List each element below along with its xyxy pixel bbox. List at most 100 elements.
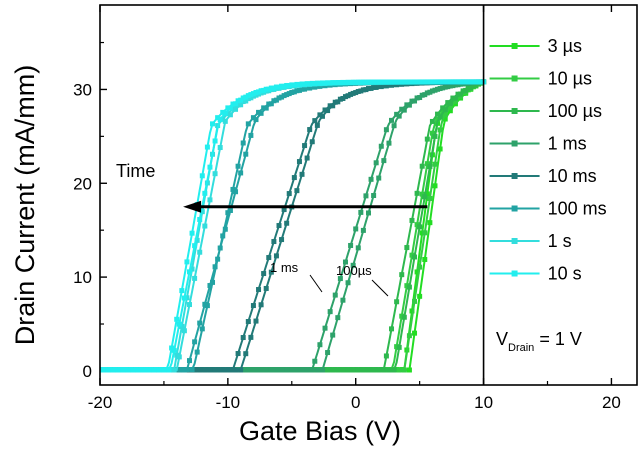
series-marker	[414, 95, 420, 101]
series-marker	[253, 318, 259, 324]
series-marker	[181, 328, 187, 334]
series-marker	[197, 249, 203, 255]
series-marker	[383, 83, 389, 89]
series-marker	[243, 351, 249, 357]
legend-label: 10 ms	[548, 166, 597, 186]
series-marker	[381, 367, 387, 373]
series-marker	[345, 280, 351, 286]
series-marker	[432, 133, 438, 139]
series-marker	[271, 367, 277, 373]
series-marker	[220, 233, 226, 239]
series-marker	[110, 367, 116, 373]
series-marker	[284, 220, 290, 226]
label-1ms-leader	[309, 274, 323, 293]
series-marker	[296, 87, 302, 93]
series-marker	[368, 85, 374, 91]
series-marker	[304, 367, 310, 373]
series-marker	[123, 367, 129, 373]
series-marker	[409, 217, 415, 223]
series-marker	[348, 242, 354, 248]
series-marker	[417, 293, 423, 299]
series-marker	[217, 117, 223, 123]
series-marker	[107, 367, 113, 373]
series-marker	[233, 367, 239, 373]
series-marker	[248, 132, 254, 138]
series-marker	[378, 84, 384, 90]
series-marker	[294, 367, 300, 373]
series-marker	[309, 80, 315, 86]
series-marker	[322, 107, 328, 113]
series-marker	[432, 79, 438, 85]
legend-swatch-marker	[511, 75, 518, 82]
series-marker	[414, 79, 420, 85]
series-marker	[179, 288, 185, 294]
series-marker	[376, 175, 382, 181]
series-marker	[248, 95, 254, 101]
series-marker	[355, 88, 361, 94]
series-marker	[151, 367, 157, 373]
series-marker	[429, 79, 435, 85]
legend-swatch-marker	[511, 238, 518, 244]
legend-swatch-marker	[511, 173, 518, 179]
series-marker	[445, 79, 451, 85]
series-marker	[314, 80, 320, 86]
series-marker	[268, 367, 274, 373]
series-marker	[419, 191, 425, 197]
series-marker	[140, 367, 146, 373]
series-marker	[422, 194, 428, 200]
series-marker	[452, 95, 458, 101]
series-marker	[194, 367, 200, 373]
series-marker	[437, 86, 443, 92]
series-marker	[406, 367, 412, 373]
series-marker	[424, 90, 430, 96]
series-marker	[371, 84, 377, 90]
x-tick-label: 10	[474, 393, 493, 412]
series-marker	[187, 269, 192, 275]
series-marker	[442, 112, 448, 118]
series-marker	[424, 191, 430, 197]
series-marker	[452, 98, 458, 104]
series-marker	[207, 197, 213, 203]
series-marker	[366, 79, 371, 85]
series-marker	[227, 207, 233, 213]
series-marker	[258, 110, 264, 116]
series-marker	[204, 367, 210, 373]
series-marker	[299, 367, 305, 373]
series-marker	[230, 186, 236, 192]
time-arrow: Time	[116, 161, 428, 213]
series-marker	[194, 349, 200, 355]
series-marker	[345, 367, 351, 373]
series-marker	[396, 367, 402, 373]
series-marker	[442, 79, 448, 85]
series-marker	[414, 222, 420, 228]
series-marker	[230, 106, 236, 112]
series-marker	[128, 367, 134, 373]
series-marker	[463, 79, 469, 85]
series-marker	[419, 79, 425, 85]
series-marker	[222, 367, 228, 373]
series-marker	[335, 99, 341, 105]
series-marker	[312, 84, 318, 90]
series-marker	[435, 111, 441, 117]
series-marker	[279, 237, 285, 243]
series-marker	[447, 105, 453, 111]
legend-item: 10 µs	[489, 69, 592, 89]
series-marker	[302, 143, 308, 149]
series-marker	[371, 79, 377, 85]
series-marker	[240, 95, 246, 101]
series-marker	[335, 367, 341, 373]
series-marker	[440, 112, 446, 118]
series-marker	[312, 358, 318, 364]
series-marker	[409, 79, 415, 85]
series-marker	[458, 91, 464, 97]
time-arrow-head	[183, 200, 202, 213]
series-marker	[376, 83, 382, 89]
series-marker	[417, 264, 423, 270]
series-marker	[176, 367, 182, 373]
series-marker	[307, 85, 313, 91]
series-marker	[238, 102, 244, 108]
series-marker	[442, 107, 448, 113]
legend-item: 100 µs	[489, 101, 602, 121]
series-marker	[207, 283, 213, 289]
series-marker	[414, 190, 420, 196]
